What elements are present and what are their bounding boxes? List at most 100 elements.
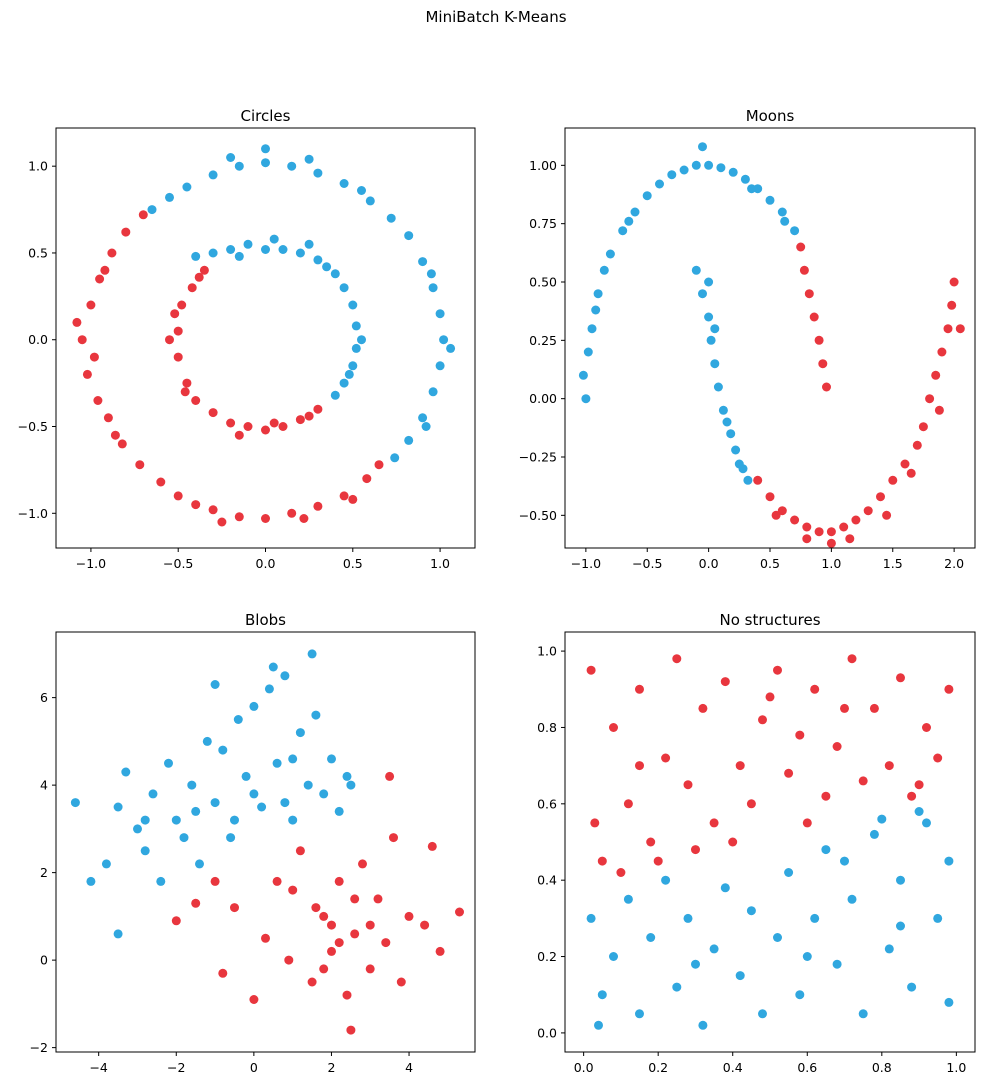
data-point [404,435,414,445]
data-point [896,921,905,931]
data-point [182,182,192,192]
data-point [435,361,445,371]
data-point [86,300,96,310]
data-point [191,396,201,405]
data-point [226,153,236,162]
data-point [330,269,340,279]
x-tick-label: 1.0 [430,556,450,571]
data-point [390,453,400,463]
data-point [288,754,298,764]
data-point [840,856,849,866]
data-point [288,885,298,895]
data-point [140,815,150,825]
series-no-structures-1 [586,807,954,1030]
data-point [709,818,719,828]
data-point [117,439,127,449]
data-point [404,911,414,921]
data-point [313,501,323,511]
data-point [802,818,812,828]
data-point [869,829,879,839]
data-point [374,460,384,470]
data-point [278,245,288,254]
data-point [590,818,600,828]
data-point [672,654,682,664]
data-point [234,251,244,261]
data-point [208,408,218,418]
data-point [795,730,805,740]
data-point [295,846,305,856]
data-point [704,312,714,322]
data-point [944,997,954,1007]
data-point [943,324,953,334]
data-point [809,312,819,322]
series-moons-1 [753,242,965,548]
data-point [691,160,701,170]
data-point [832,959,842,969]
data-point [278,422,288,431]
data-point [284,955,294,965]
data-point [148,789,158,799]
data-point [691,959,700,969]
y-tick-label: 0 [40,953,48,968]
data-point [706,335,716,345]
x-tick-label: 0.0 [256,556,276,571]
data-point [210,798,220,808]
data-point [884,944,894,954]
data-point [107,248,117,258]
data-point [342,990,352,1000]
data-point [802,534,812,544]
data-point [758,1009,767,1019]
x-tick-label: 0.0 [699,556,719,571]
data-point [287,508,297,518]
data-point [765,195,775,205]
subplot-title-blobs: Blobs [245,611,286,629]
data-point [295,248,305,258]
data-point [646,933,656,942]
series-blobs-0 [70,649,356,939]
data-point [888,475,898,485]
data-point [691,265,701,275]
data-point [435,309,445,319]
data-point [389,833,398,843]
data-point [743,475,753,485]
data-point [616,868,626,877]
data-point [319,911,329,921]
data-point [365,964,375,974]
data-point [261,514,270,523]
y-tick-label: 0.8 [537,720,557,735]
x-tick-label: −1.0 [76,556,106,571]
data-point [635,684,644,694]
x-tick-label: 0.4 [723,1060,743,1075]
data-point [304,154,314,164]
data-point [339,491,349,501]
data-point [365,196,375,206]
data-point [858,1009,868,1019]
data-point [796,242,806,252]
data-point [947,300,957,310]
data-point [934,405,944,415]
data-point [907,982,917,992]
data-point [858,776,868,786]
data-point [313,404,323,414]
data-point [753,475,763,485]
data-point [804,289,814,299]
data-point [731,445,741,455]
x-tick-label: 0.0 [574,1060,594,1075]
data-point [261,933,270,943]
data-point [365,920,375,930]
data-point [765,692,775,702]
data-point [327,920,336,930]
data-point [578,370,588,380]
data-point [351,343,361,353]
data-point [313,255,323,265]
data-point [327,754,336,764]
data-point [147,205,157,215]
data-point [307,649,317,659]
data-point [226,418,236,428]
data-point [710,324,720,334]
data-point [777,506,787,516]
data-point [698,142,707,152]
subplot-blobs: Blobs −4 −2 0 2 4 −2 0 2 4 6 [30,611,476,1075]
y-tick-label: 0.5 [28,245,48,260]
